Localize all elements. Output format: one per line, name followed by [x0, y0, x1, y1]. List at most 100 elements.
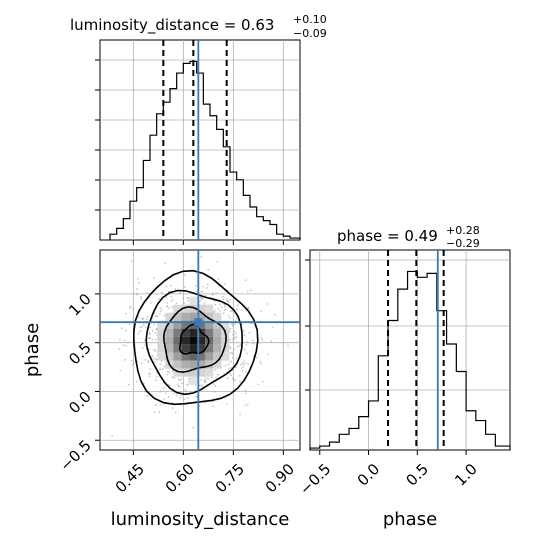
density-cell	[181, 344, 190, 353]
scatter-point	[139, 296, 142, 299]
scatter-point	[141, 318, 144, 320]
scatter-point	[211, 292, 214, 295]
scatter-point	[266, 303, 269, 305]
scatter-point	[162, 386, 165, 389]
scatter-point	[160, 360, 163, 363]
scatter-point	[177, 378, 180, 380]
density-cell	[181, 352, 190, 361]
y-tick-label-phase: 0.5	[65, 339, 95, 369]
density-cell	[197, 312, 206, 321]
phase-quantile-lines	[387, 250, 445, 450]
scatter-point	[235, 336, 238, 338]
density-cell	[197, 368, 206, 377]
scatter-point	[176, 383, 179, 386]
x-tick-label-ld: 0.75	[212, 460, 248, 496]
scatter-point	[146, 318, 148, 321]
scatter-point	[206, 283, 209, 286]
scatter-point	[136, 293, 138, 296]
density-cell	[181, 336, 190, 345]
scatter-point	[183, 302, 185, 304]
phase-title-main: phase = 0.49	[337, 227, 438, 245]
scatter-point	[229, 317, 231, 320]
scatter-point	[168, 371, 171, 373]
scatter-point	[182, 297, 185, 300]
density-cell	[189, 352, 198, 361]
scatter-point	[245, 343, 248, 346]
scatter-point	[175, 302, 178, 305]
density-cell	[173, 336, 182, 345]
scatter-point	[142, 323, 145, 326]
phase-title: phase = 0.49 +0.28 −0.29	[337, 224, 480, 250]
scatter-point	[125, 312, 127, 315]
scatter-point	[154, 315, 157, 318]
scatter-point	[274, 313, 276, 316]
scatter-point	[200, 298, 203, 301]
scatter-point	[225, 298, 228, 301]
scatter-point	[287, 344, 289, 347]
scatter-point	[124, 329, 127, 332]
scatter-point	[227, 363, 230, 365]
x-axis-label-ld: luminosity_distance	[111, 509, 290, 530]
scatter-point	[144, 344, 146, 346]
density-cell	[157, 344, 166, 353]
scatter-point	[239, 380, 242, 383]
scatter-point	[204, 294, 207, 297]
density-cell	[213, 328, 222, 337]
ld-title-main: luminosity_distance = 0.63	[70, 16, 274, 35]
scatter-point	[165, 392, 168, 395]
scatter-point	[230, 360, 232, 363]
scatter-point	[133, 362, 136, 364]
scatter-point	[171, 376, 174, 379]
scatter-point	[159, 363, 162, 366]
scatter-point	[231, 356, 234, 359]
scatter-point	[142, 347, 144, 349]
scatter-point	[140, 362, 143, 365]
scatter-point	[244, 404, 247, 407]
scatter-point	[229, 328, 232, 330]
scatter-point	[255, 356, 258, 359]
scatter-point	[159, 313, 161, 315]
scatter-point	[111, 435, 114, 438]
scatter-point	[184, 389, 187, 392]
scatter-point	[166, 302, 169, 304]
scatter-point	[186, 384, 189, 386]
scatter-point	[204, 377, 207, 379]
scatter-point	[122, 344, 125, 346]
scatter-point	[201, 385, 204, 388]
scatter-point	[139, 326, 142, 328]
scatter-point	[230, 367, 233, 369]
scatter-point	[159, 310, 162, 313]
scatter-point	[200, 384, 203, 387]
scatter-point	[244, 279, 247, 282]
scatter-point	[233, 336, 236, 339]
density-cell	[165, 336, 174, 345]
scatter-point	[260, 310, 263, 313]
scatter-point	[222, 295, 224, 298]
density-cell	[165, 312, 174, 321]
scatter-point	[148, 337, 151, 340]
density-cell	[173, 328, 182, 337]
density-cell	[213, 320, 222, 329]
y-tick-label-phase: 1.0	[65, 290, 95, 320]
scatter-point	[200, 255, 203, 258]
scatter-point	[194, 284, 197, 287]
scatter-point	[202, 285, 205, 288]
scatter-point	[187, 377, 190, 380]
density-cell	[181, 328, 190, 337]
scatter-point	[246, 352, 249, 355]
scatter-point	[260, 362, 262, 365]
scatter-point	[247, 363, 250, 366]
ld-quantile-lines	[162, 40, 228, 240]
phase-histogram-step	[309, 270, 511, 450]
scatter-point	[170, 300, 173, 303]
scatter-point	[203, 303, 206, 305]
scatter-point	[136, 288, 138, 290]
ld-title-sup: +0.10	[293, 13, 327, 26]
scatter-point	[165, 285, 168, 288]
scatter-point	[226, 377, 229, 379]
scatter-point	[192, 426, 195, 429]
scatter-point	[227, 367, 230, 370]
scatter-point	[224, 305, 226, 308]
scatter-point	[236, 308, 239, 311]
scatter-point	[213, 310, 216, 312]
